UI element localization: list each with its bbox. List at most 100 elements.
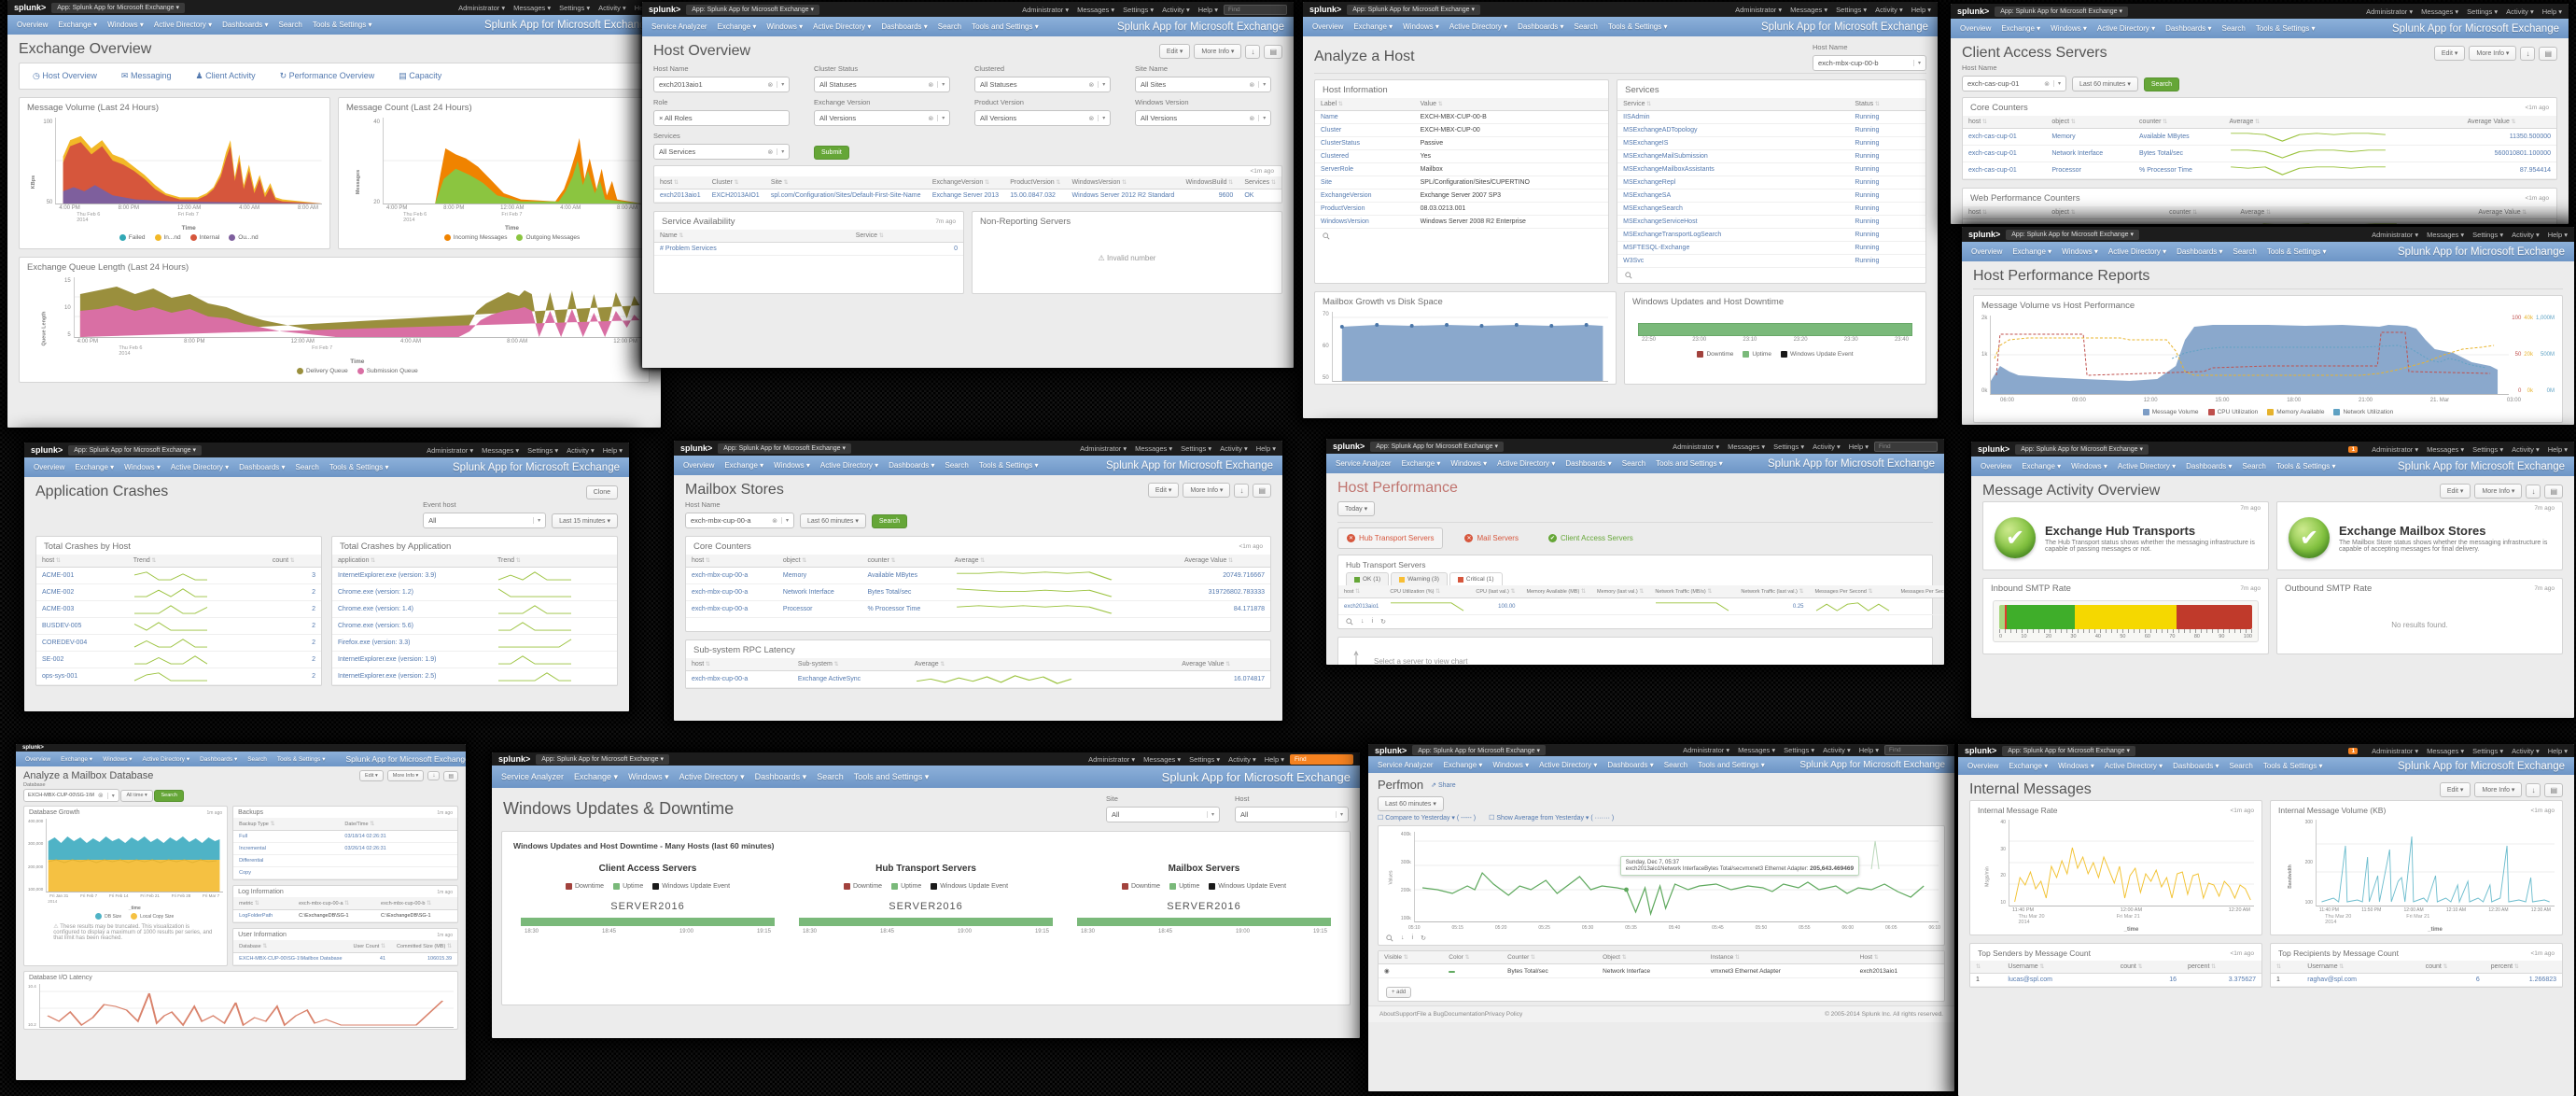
- table-row[interactable]: MSExchangeTransportLogSearch Running: [1617, 228, 1925, 242]
- column-header[interactable]: WindowsVersion: [1066, 176, 1181, 190]
- column-header[interactable]: Committed Size (MB): [391, 940, 457, 953]
- host-name-select[interactable]: exch-cas-cup-01 ⊗ ▾: [1962, 76, 2066, 91]
- topbar-menu[interactable]: Settings ▾: [1181, 443, 1212, 453]
- host-select[interactable]: All ▾: [1235, 807, 1349, 822]
- export-icon[interactable]: ↓: [1245, 44, 1261, 59]
- topbar-menu[interactable]: Messages ▾: [1135, 443, 1173, 453]
- export-icon[interactable]: ↓: [427, 771, 441, 780]
- table-row[interactable]: ProductVersion 08.03.0213.001: [1315, 202, 1609, 216]
- column-header[interactable]: Messages Per Second: [1809, 585, 1896, 598]
- nav-item[interactable]: Dashboards ▾: [1607, 760, 1654, 769]
- topbar-menu[interactable]: Activity ▾: [2512, 230, 2540, 239]
- nav-item[interactable]: Active Directory ▾: [2117, 462, 2177, 471]
- nav-item[interactable]: Active Directory ▾: [1449, 22, 1508, 31]
- nav-item[interactable]: Tools and Settings ▾: [1656, 459, 1723, 468]
- nav-item[interactable]: Windows ▾: [103, 756, 133, 763]
- nav-item[interactable]: Dashboards ▾: [200, 756, 238, 763]
- export-icon[interactable]: ↓: [2526, 484, 2541, 499]
- find-input[interactable]: Find: [1224, 4, 1287, 15]
- table-row[interactable]: Copy: [233, 866, 457, 879]
- nav-item[interactable]: Dashboards ▾: [2186, 462, 2233, 471]
- topbar-menu[interactable]: Activity ▾: [2506, 7, 2534, 16]
- time-range-picker[interactable]: Today ▾: [1337, 501, 1376, 516]
- column-header[interactable]: Status: [1849, 98, 1925, 111]
- site-name-select[interactable]: All Sites ⊗ ▾: [1135, 77, 1272, 92]
- topbar-menu[interactable]: Activity ▾: [1228, 754, 1256, 764]
- table-row[interactable]: exch-cas-cup-01 Network Interface Bytes To…: [1963, 145, 2556, 162]
- share-link[interactable]: ⇗ Share: [1431, 781, 1456, 789]
- nav-item[interactable]: Exchange ▾: [75, 463, 115, 471]
- column-header[interactable]: Instance: [1704, 951, 1855, 964]
- column-header[interactable]: application: [332, 555, 493, 568]
- topbar-menu[interactable]: Settings ▾: [2472, 746, 2504, 755]
- more-info-button[interactable]: More Info ▾: [2474, 484, 2523, 499]
- footer-link[interactable]: File a Bug: [1416, 1011, 1445, 1018]
- splunk-logo[interactable]: splunk>: [1965, 746, 1997, 755]
- topbar-menu[interactable]: Settings ▾: [1123, 5, 1155, 14]
- table-row[interactable]: exch-cas-cup-01MSExchange ActiveSyncRequ…: [1963, 218, 2556, 224]
- topbar-menu[interactable]: Messages ▾: [1077, 5, 1115, 14]
- table-row[interactable]: ACME-001 3: [36, 567, 321, 584]
- app-menu[interactable]: App: Splunk App for Microsoft Exchange ▾: [1995, 6, 2129, 17]
- topbar-menu[interactable]: Settings ▾: [1784, 746, 1815, 754]
- table-row[interactable]: Clustered Yes: [1315, 149, 1609, 163]
- table-row[interactable]: EXCH-MBX-CUP-00\SG-1\Mailbox Database 41 1…: [233, 952, 457, 965]
- topbar-menu[interactable]: Messages ▾: [1790, 5, 1828, 14]
- topbar-menu[interactable]: Activity ▾: [1813, 442, 1841, 451]
- show-average-checkbox[interactable]: ☐ Show Average from Yesterday ▾ ( ······…: [1489, 815, 1615, 822]
- column-header[interactable]: Trend: [127, 555, 267, 568]
- more-info-button[interactable]: More Info ▾: [2474, 782, 2523, 797]
- nav-item[interactable]: Exchange ▾: [2001, 24, 2041, 33]
- column-header[interactable]: Messages Per Second (last val.): [1895, 585, 1944, 598]
- magnifier-icon[interactable]: [1386, 934, 1393, 942]
- topbar-menu[interactable]: Administrator ▾: [1683, 746, 1730, 754]
- column-header[interactable]: Username: [2302, 961, 2420, 974]
- nav-item[interactable]: Dashboards ▾: [2173, 762, 2219, 770]
- edit-button[interactable]: Edit ▾: [2439, 484, 2471, 499]
- exchange-version-select[interactable]: All Versions ⊗ ▾: [814, 110, 951, 126]
- nav-item[interactable]: Service Analyzer: [1336, 459, 1392, 468]
- footer-link[interactable]: Documentation: [1444, 1011, 1485, 1018]
- column-header[interactable]: Memory (last val.): [1590, 585, 1650, 598]
- nav-item[interactable]: Overview: [1971, 247, 2003, 256]
- nav-item[interactable]: Windows ▾: [774, 461, 810, 470]
- nav-item[interactable]: Windows ▾: [1403, 22, 1439, 31]
- column-header[interactable]: Average: [2223, 116, 2462, 129]
- topbar-menu[interactable]: Help ▾: [1911, 5, 1931, 14]
- column-header[interactable]: host: [1963, 206, 2047, 219]
- nav-item[interactable]: Overview: [1960, 24, 1992, 33]
- column-header[interactable]: Average Value: [2461, 116, 2556, 129]
- column-header[interactable]: User Count: [347, 940, 392, 953]
- topbar-menu[interactable]: Activity ▾: [1823, 746, 1851, 754]
- tab-host-overview[interactable]: ◷ Host Overview: [33, 71, 97, 80]
- splunk-logo[interactable]: splunk>: [1375, 745, 1407, 755]
- splunk-logo[interactable]: splunk>: [1978, 444, 2010, 454]
- table-row[interactable]: MSExchangeSearch Running: [1617, 202, 1925, 216]
- find-input[interactable]: Find: [1874, 441, 1938, 452]
- time-range-picker[interactable]: Last 15 minutes ▾: [552, 513, 618, 528]
- table-row[interactable]: MSFTESQL-Exchange Running: [1617, 241, 1925, 255]
- table-row[interactable]: ◉ ▬ Bytes Total/sec Network Interface vmxnet…: [1379, 963, 1944, 978]
- table-row[interactable]: ACME-002 2: [36, 583, 321, 601]
- role-tokens-input[interactable]: × All Roles: [653, 110, 791, 126]
- cluster-status-select[interactable]: All Statuses ⊗ ▾: [814, 77, 951, 92]
- nav-item[interactable]: Windows ▾: [1492, 760, 1530, 769]
- nav-item[interactable]: Exchange ▾: [1401, 459, 1441, 468]
- topbar-menu[interactable]: Activity ▾: [1162, 5, 1190, 14]
- table-row[interactable]: InternetExplorer.exe (version: 1.9): [332, 651, 617, 668]
- nav-item[interactable]: Dashboards ▾: [239, 463, 286, 471]
- services-select[interactable]: All Services ⊗ ▾: [653, 144, 791, 160]
- refresh-icon[interactable]: ↻: [1421, 935, 1426, 942]
- nav-item[interactable]: Active Directory ▾: [679, 771, 745, 781]
- topbar-menu[interactable]: Administrator ▾: [2366, 7, 2414, 16]
- time-range-picker[interactable]: Last 60 minutes ▾: [800, 513, 866, 528]
- table-row[interactable]: exch2013aio1 EXCH2013AIO1 spl.com/Configur…: [654, 189, 1281, 203]
- tab-client-activity[interactable]: ♟ Client Activity: [195, 71, 256, 80]
- column-header[interactable]: exch-mbx-cup-00-b: [375, 897, 457, 910]
- column-header[interactable]: host: [36, 555, 128, 568]
- nav-item[interactable]: Active Directory ▾: [170, 463, 230, 471]
- column-header[interactable]: Backup Type: [233, 818, 340, 831]
- column-header[interactable]: host: [1338, 585, 1385, 598]
- splunk-logo[interactable]: splunk>: [31, 445, 63, 455]
- table-row[interactable]: Incremental 03/26/14 02:26:31: [233, 842, 457, 855]
